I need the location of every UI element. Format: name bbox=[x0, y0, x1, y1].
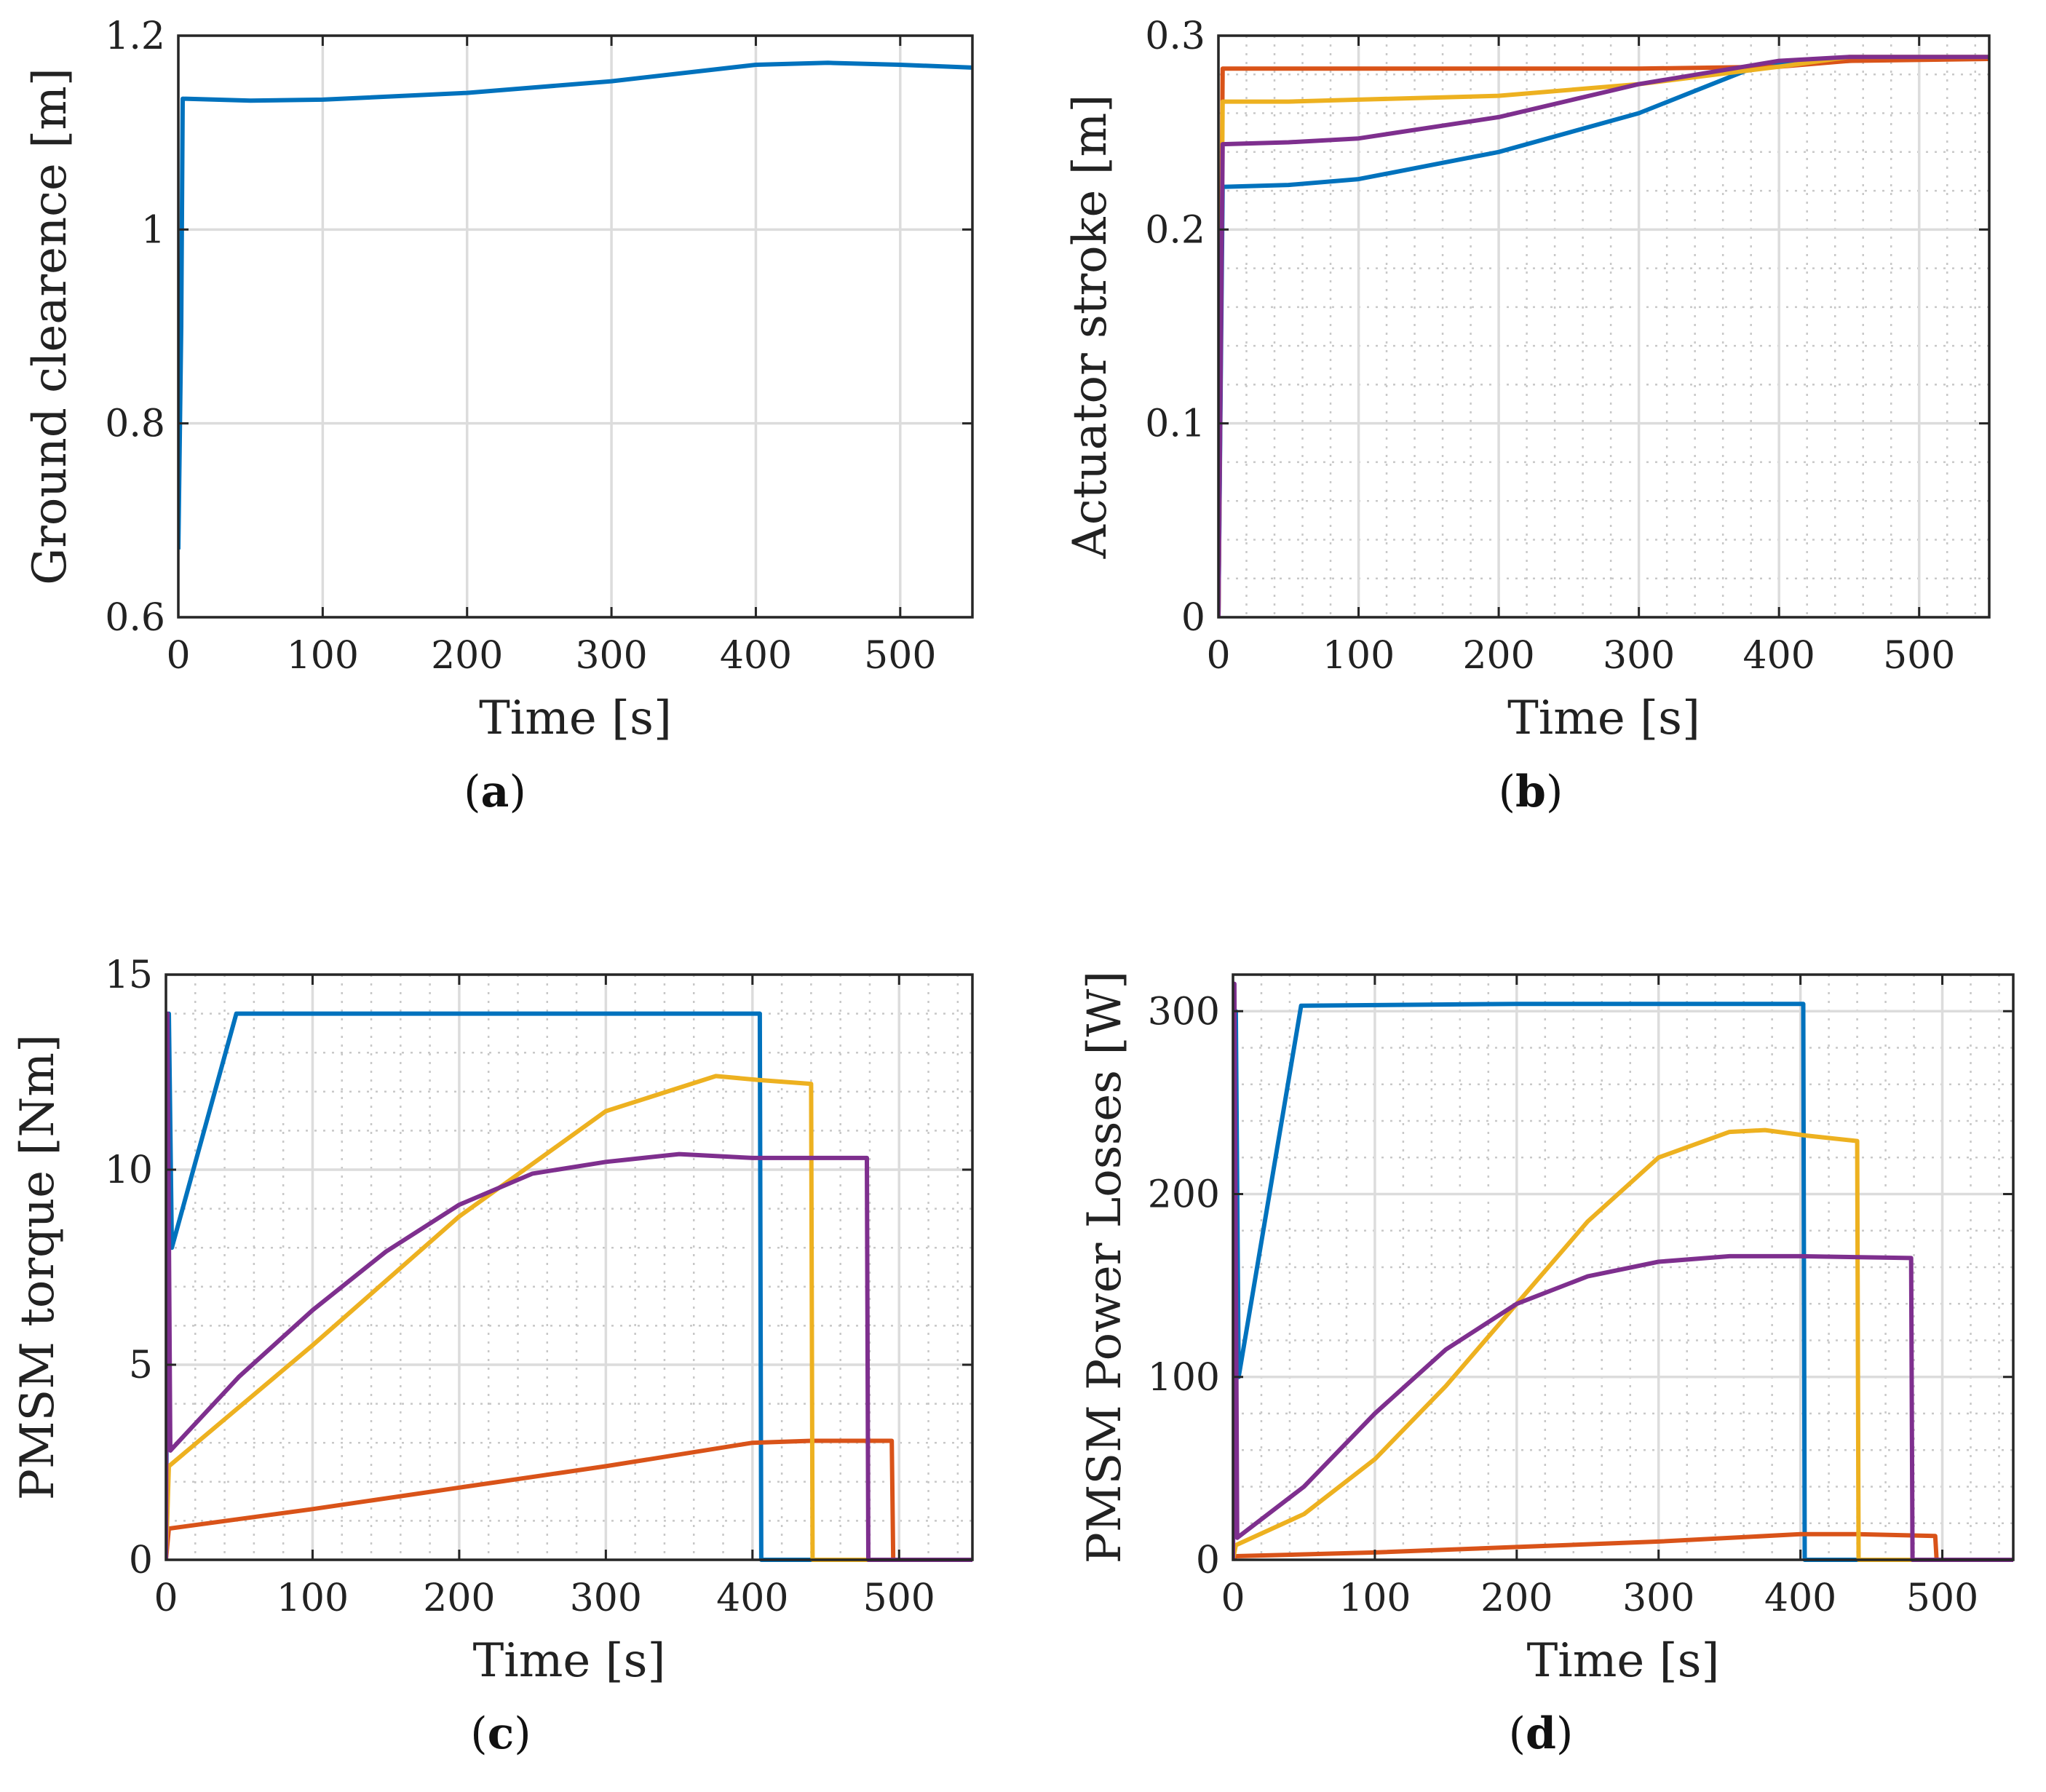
x-tick-label: 100 bbox=[1339, 1577, 1411, 1620]
x-tick-label: 0 bbox=[1206, 634, 1230, 678]
x-axis-title: Time [s] bbox=[479, 691, 672, 745]
axes-frame bbox=[1217, 34, 1991, 619]
x-tick-label: 200 bbox=[1462, 634, 1534, 678]
series-line-red bbox=[1218, 57, 1989, 618]
x-tick-label: 200 bbox=[423, 1577, 495, 1620]
x-tick-label: 200 bbox=[431, 634, 503, 678]
y-axis-title: PMSM Power Losses [W] bbox=[1078, 971, 1132, 1563]
series-line-purple bbox=[166, 1011, 972, 1562]
y-tick-label: 1 bbox=[141, 208, 165, 252]
series-line-yellow bbox=[166, 1074, 972, 1562]
series-line-purple bbox=[1218, 55, 1989, 618]
y-tick-label: 5 bbox=[129, 1344, 153, 1387]
x-tick-label: 0 bbox=[166, 634, 190, 678]
x-tick-label: 400 bbox=[1764, 1577, 1836, 1620]
y-tick-label: 0 bbox=[1196, 1539, 1220, 1582]
y-tick-label: 0 bbox=[1181, 596, 1205, 640]
x-tick-label: 100 bbox=[287, 634, 359, 678]
y-tick-label: 100 bbox=[1148, 1356, 1220, 1400]
panel-c: 0 100 200 300 400 500 0 5 10 15 Time [s] PMSM torqu… bbox=[11, 954, 974, 1759]
panel-caption: (c) bbox=[470, 1708, 531, 1759]
x-tick-label: 400 bbox=[1743, 634, 1815, 678]
panel-caption: (a) bbox=[464, 766, 526, 817]
x-tick-label: 200 bbox=[1480, 1577, 1553, 1620]
y-tick-label: 0.3 bbox=[1145, 15, 1205, 58]
x-tick-label: 300 bbox=[570, 1577, 642, 1620]
x-tick-label: 500 bbox=[864, 634, 936, 678]
x-tick-label: 0 bbox=[154, 1577, 178, 1620]
x-tick-label: 400 bbox=[716, 1577, 788, 1620]
y-tick-label: 0.6 bbox=[105, 596, 165, 640]
y-tick-label: 0.1 bbox=[1145, 403, 1205, 446]
series-line-red bbox=[1233, 1531, 2013, 1562]
y-tick-label: 300 bbox=[1148, 990, 1220, 1034]
y-tick-label: 0 bbox=[129, 1539, 153, 1582]
x-tick-label: 500 bbox=[1906, 1577, 1978, 1620]
y-tick-label: 0.8 bbox=[105, 403, 165, 446]
x-tick-label: 300 bbox=[1622, 1577, 1694, 1620]
series-line-yellow bbox=[1233, 1127, 2013, 1562]
x-axis-title: Time [s] bbox=[473, 1634, 666, 1688]
series-line-red bbox=[166, 1438, 972, 1562]
y-tick-label: 15 bbox=[105, 954, 153, 997]
x-axis-title: Time [s] bbox=[1527, 1634, 1720, 1688]
x-tick-label: 500 bbox=[1883, 634, 1955, 678]
x-tick-label: 400 bbox=[720, 634, 792, 678]
axes-frame bbox=[177, 34, 974, 619]
panel-d: 0 100 200 300 400 500 0 100 200 300 Time [s] PMSM P… bbox=[1078, 971, 2015, 1759]
y-tick-label: 10 bbox=[105, 1149, 153, 1192]
series-line-purple bbox=[1233, 981, 2013, 1562]
x-axis-title: Time [s] bbox=[1507, 691, 1700, 745]
y-tick-label: 0.2 bbox=[1145, 208, 1205, 252]
y-axis-title: Actuator stroke [m] bbox=[1063, 95, 1117, 560]
y-tick-label: 200 bbox=[1148, 1173, 1220, 1217]
panel-a: 0 100 200 300 400 500 0.6 0.8 1 1.2 Time [s] Ground… bbox=[23, 15, 974, 817]
series-line-blue bbox=[1218, 57, 1989, 618]
series-line-blue bbox=[178, 60, 972, 550]
x-tick-label: 500 bbox=[863, 1577, 935, 1620]
panel-b: 0 100 200 300 400 500 0 0.1 0.2 0.3 Time [s] Actuat… bbox=[1063, 15, 1991, 817]
x-tick-label: 100 bbox=[277, 1577, 349, 1620]
panel-caption: (d) bbox=[1509, 1708, 1574, 1759]
x-tick-label: 300 bbox=[1603, 634, 1675, 678]
y-axis-title: Ground clearence [m] bbox=[23, 68, 77, 585]
axes-frame bbox=[1232, 973, 2015, 1561]
panel-caption: (b) bbox=[1499, 766, 1563, 817]
y-tick-label: 1.2 bbox=[105, 15, 165, 58]
x-tick-label: 0 bbox=[1221, 1577, 1245, 1620]
x-tick-label: 100 bbox=[1323, 634, 1395, 678]
axes-frame bbox=[164, 973, 974, 1561]
y-axis-title: PMSM torque [Nm] bbox=[11, 1034, 65, 1500]
x-tick-label: 300 bbox=[575, 634, 647, 678]
